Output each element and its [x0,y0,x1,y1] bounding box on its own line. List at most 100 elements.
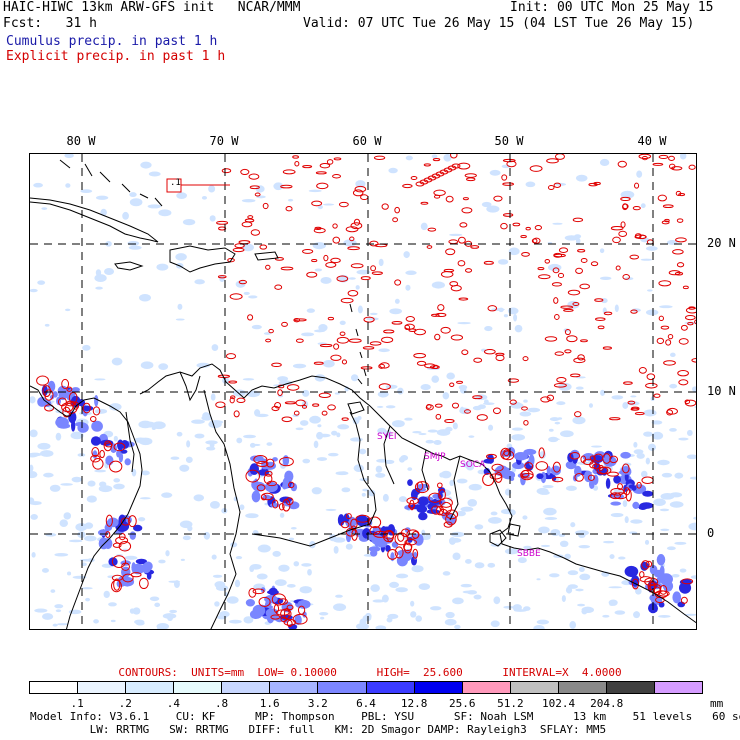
cumulus-cell [386,617,393,623]
cumulus-cell [653,498,666,506]
cumulus-cell [633,441,638,448]
cumulus-cell [182,219,196,226]
colorbar-tick-label: 102.4 [542,697,576,710]
cumulus-cell [201,195,207,200]
lon-label-60w: 60 W [352,134,382,148]
map-canvas [30,154,696,629]
cumulus-cell [77,453,86,457]
cumulus-cell [235,556,243,560]
explicit-contour [229,293,243,300]
cumulus-cell [94,408,108,414]
colorbar-tick-label: 6.4 [356,697,376,710]
explicit-contour [301,404,308,409]
cumulus-core [345,531,352,543]
cumulus-cell [359,448,367,455]
cumulus-cell [221,508,228,514]
explicit-contour [634,411,645,416]
cumulus-core [658,601,665,608]
cumulus-cell [309,415,321,424]
explicit-contour [560,305,574,309]
cumulus-cell [226,596,239,604]
cumulus-cell [122,548,129,551]
cumulus-cell [411,565,424,573]
explicit-contour [456,380,464,384]
explicit-contour [278,503,285,511]
cumulus-cell [542,484,554,489]
cumulus-cell [564,553,571,560]
cumulus-cell [490,511,498,516]
cumulus-cell [165,550,170,557]
cumulus-cell [186,440,191,448]
cumulus-cell [558,533,566,537]
cumulus-cell [454,624,461,629]
explicit-contour [522,356,529,362]
explicit-contour [311,258,318,263]
cumulus-cell [533,625,545,629]
explicit-contour [440,271,454,278]
explicit-contour [577,248,586,253]
cumulus-core [92,450,98,459]
cumulus-core [407,479,413,487]
cumulus-cell [645,309,659,316]
cumulus-cell [549,573,560,578]
explicit-contour [575,267,584,274]
explicit-contour [248,588,257,598]
cumulus-cell [370,584,380,592]
colorbar-swatch [126,682,175,693]
cumulus-cell [301,332,315,337]
cumulus-cell [55,609,62,613]
cumulus-cell [85,597,91,602]
explicit-contour [286,604,294,611]
cumulus-cell [95,195,109,200]
explicit-contour [572,217,584,223]
explicit-contour [227,257,235,263]
explicit-contour [557,272,565,279]
explicit-contour [440,326,451,334]
cumulus-cell [418,583,431,590]
cumulus-cell [341,487,351,493]
cumulus-cell [599,158,610,167]
colorbar-tick-label: 1.6 [259,697,280,710]
explicit-contour [554,313,560,320]
cumulus-cell [30,429,38,438]
explicit-contour [247,314,254,321]
explicit-contour [553,182,562,188]
model-info-line2: LW: RRTMG SW: RRTMG DIFF: full KM: 2D Sm… [30,723,607,736]
explicit-contour [445,248,456,256]
cumulus-cell [214,601,220,607]
lon-label-70w: 70 W [209,134,239,148]
explicit-contour [44,389,54,401]
explicit-contour [638,366,647,374]
cumulus-core [47,380,56,393]
explicit-contour [538,447,545,459]
explicit-contour [379,362,390,369]
explicit-contour [265,458,275,468]
cumulus-core [642,490,654,497]
cumulus-cell [339,320,346,325]
cumulus-cell [104,268,115,275]
explicit-contour [383,329,395,334]
colorbar-swatch [606,682,656,693]
cumulus-core [118,514,126,526]
cumulus-cell [113,478,121,483]
explicit-contour [558,247,569,254]
explicit-contour [656,337,665,345]
cumulus-cell [54,604,64,609]
cumulus-cell [581,606,595,614]
bahamas-coast [59,159,163,207]
explicit-contour [333,157,342,161]
lon-label-40w: 40 W [637,134,667,148]
cumulus-cell [314,374,326,382]
cumulus-cell [579,573,591,581]
explicit-contour [662,204,674,209]
explicit-contour [353,218,361,226]
cumulus-cell [313,329,326,333]
box-marker [166,178,230,193]
explicit-contour [445,195,454,203]
cumulus-cell [250,563,262,570]
explicit-contour [678,379,689,386]
cumulus-cell [410,611,417,618]
explicit-contour [347,246,360,251]
explicit-contour [486,453,497,460]
explicit-contour [553,252,563,258]
